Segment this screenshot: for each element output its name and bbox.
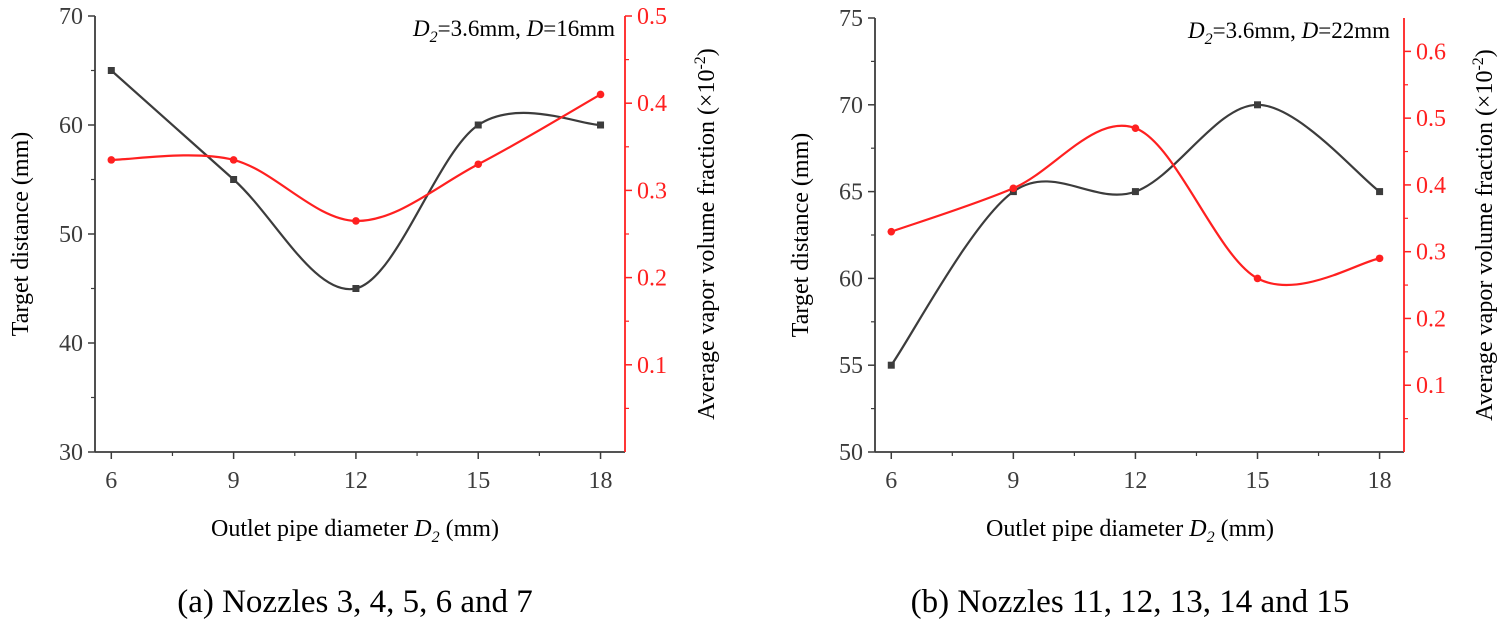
series-line-target-distance — [110, 69, 601, 291]
y2-axis-label-sup: -2 — [692, 56, 709, 69]
y2-tick-label: 0.4 — [1416, 173, 1446, 199]
x-axis-label-var: D — [413, 516, 431, 542]
data-point-circle — [1375, 254, 1384, 263]
y2-tick-label: 0.6 — [1416, 39, 1446, 65]
y2-axis-label-text: Average vapor volume fraction (×10 — [694, 70, 720, 420]
y2-axis-label-sup: -2 — [1470, 57, 1487, 70]
y2-axis-label-text: Average vapor volume fraction (×10 — [1472, 71, 1498, 421]
y2-tick-label: 0.3 — [637, 178, 667, 204]
x-axis-label-text: Outlet pipe diameter — [211, 516, 414, 542]
data-point-circle — [107, 156, 116, 164]
x-tick-label: 6 — [885, 468, 897, 494]
annotation-d-symbol: D — [1301, 18, 1319, 43]
annotation-d2-value: =3.6mm, — [1213, 18, 1302, 43]
y2-tick-label: 0.5 — [1416, 106, 1446, 132]
y-tick-label: 60 — [59, 113, 83, 139]
x-axis-label-sub: 2 — [1207, 529, 1215, 546]
data-point-square — [1254, 101, 1262, 109]
y2-tick-label: 0.5 — [637, 4, 667, 30]
panel-a: 6 9 12 15 1830405060700.10.20.30.40.5D2=3.6m… — [8, 4, 720, 620]
x-axis-label-unit: (mm) — [440, 516, 499, 542]
annotation: D2=3.6mm, D=22mm — [1187, 18, 1390, 48]
annotation-d2-symbol: D — [412, 16, 430, 41]
x-axis-label-text: Outlet pipe diameter — [986, 516, 1189, 542]
x-axis-label-unit: (mm) — [1215, 516, 1274, 542]
data-point-square — [352, 285, 360, 292]
data-point-circle — [1009, 184, 1018, 193]
data-point-circle — [352, 217, 360, 225]
y-axis-label: Target distance (mm) — [788, 133, 814, 337]
data-point-square — [1131, 188, 1139, 196]
y2-tick-label: 0.3 — [1416, 240, 1446, 266]
annotation-d-value: =16mm — [543, 16, 615, 41]
data-point-circle — [229, 156, 238, 164]
y2-tick-label: 0.1 — [1416, 373, 1446, 399]
y-tick-label: 55 — [839, 353, 863, 379]
y-tick-label: 30 — [59, 440, 83, 466]
x-tick-label: 12 — [344, 468, 368, 494]
data-point-square — [1376, 188, 1384, 196]
y2-axis-label-end: ) — [1472, 49, 1498, 57]
annotation-d-symbol: D — [526, 16, 544, 41]
y-tick-label: 40 — [59, 331, 83, 357]
y-tick-label: 65 — [839, 180, 863, 206]
y2-tick-label: 0.1 — [637, 353, 667, 379]
data-point-square — [597, 121, 605, 129]
annotation-d2-subscript: 2 — [1205, 31, 1213, 48]
panel-b: 6 9 12 15 185055606570750.10.20.30.40.50.6D2… — [788, 6, 1498, 620]
y2-tick-label: 0.2 — [1416, 306, 1446, 332]
y2-tick-label: 0.2 — [637, 266, 667, 292]
y2-axis-label: Average vapor volume fraction (×10-2) — [692, 48, 720, 420]
x-axis-label-var: D — [1188, 516, 1206, 542]
annotation-d2-symbol: D — [1187, 18, 1205, 43]
data-point-square — [107, 67, 115, 74]
data-point-circle — [887, 227, 896, 236]
y-axis-label: Target distance (mm) — [8, 132, 34, 336]
y-tick-label: 70 — [839, 93, 863, 119]
data-point-circle — [1131, 124, 1140, 132]
panel-caption: (b) Nozzles 11, 12, 13, 14 and 15 — [911, 584, 1350, 620]
y-tick-label: 70 — [59, 4, 83, 30]
series-line-target-distance — [890, 103, 1381, 366]
data-point-circle — [1253, 274, 1262, 283]
data-point-circle — [474, 160, 483, 169]
data-point-square — [230, 176, 238, 183]
x-tick-label: 18 — [1368, 468, 1392, 494]
data-point-square — [474, 121, 482, 129]
annotation-d-value: =22mm — [1318, 18, 1390, 43]
x-tick-label: 18 — [589, 468, 613, 494]
y2-axis-label: Average vapor volume fraction (×10-2) — [1470, 49, 1498, 421]
annotation-d2-subscript: 2 — [430, 29, 438, 46]
x-tick-label: 12 — [1123, 468, 1147, 494]
y2-axis-label-end: ) — [694, 48, 720, 56]
data-point-circle — [596, 90, 605, 99]
x-tick-label: 6 — [105, 468, 117, 494]
x-tick-label: 9 — [228, 468, 240, 494]
y-tick-label: 60 — [839, 266, 863, 292]
y-tick-label: 75 — [839, 6, 863, 32]
y2-tick-label: 0.4 — [637, 91, 667, 117]
annotation-d2-value: =3.6mm, — [438, 16, 527, 41]
panel-caption: (a) Nozzles 3, 4, 5, 6 and 7 — [177, 584, 533, 620]
x-axis-label: Outlet pipe diameter D2 (mm) — [211, 516, 499, 546]
x-axis-label: Outlet pipe diameter D2 (mm) — [986, 516, 1274, 546]
x-axis-label-sub: 2 — [432, 529, 440, 546]
data-point-square — [887, 361, 895, 369]
y-tick-label: 50 — [839, 440, 863, 466]
x-tick-label: 15 — [466, 468, 490, 494]
x-tick-label: 9 — [1007, 468, 1019, 494]
series-line-vapor-fraction — [890, 124, 1380, 286]
annotation: D2=3.6mm, D=16mm — [412, 16, 615, 46]
y-tick-label: 50 — [59, 222, 83, 248]
x-tick-label: 15 — [1246, 468, 1270, 494]
